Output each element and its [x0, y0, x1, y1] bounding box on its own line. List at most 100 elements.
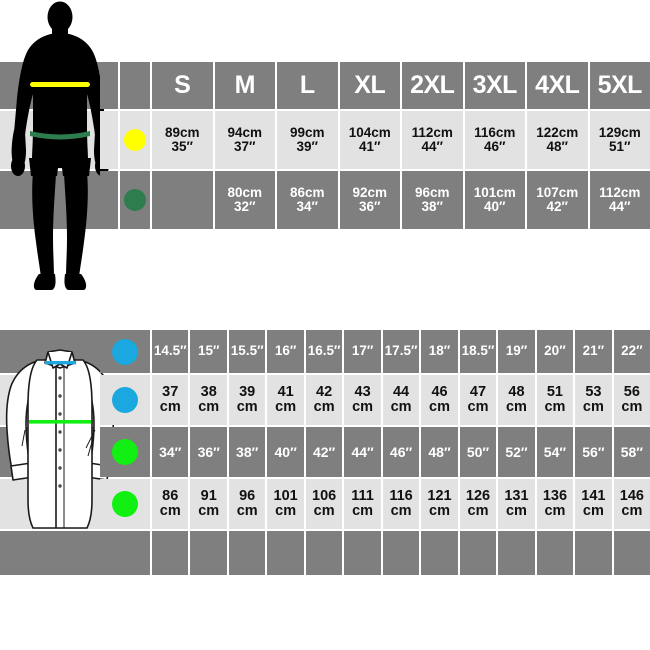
unit-label: cm [621, 503, 643, 519]
dot-cell-collar-header [100, 330, 150, 373]
dot-cell-empty [120, 62, 150, 109]
waist-cell-m: 80cm 32″ [214, 171, 275, 229]
chest-cm-13: 146 cm [613, 479, 650, 529]
size-header-5xl: 5XL [589, 62, 650, 109]
unit-label: cm [582, 503, 604, 519]
value: 86 [162, 487, 179, 504]
trailing-cell-2 [190, 531, 227, 575]
value-cm: 94cm [227, 124, 263, 140]
value-in: 40″ [484, 199, 506, 214]
size-header-2xl: 2XL [402, 62, 463, 109]
chest-cell-xl: 104cm 41″ [339, 111, 400, 169]
chest-cm-5: 106 cm [305, 479, 343, 529]
collar-in-7: 17.5″ [382, 330, 420, 373]
size-header-l: L [277, 62, 338, 109]
chest-cm-10: 131 cm [498, 479, 535, 529]
waist-cell-5xl: 112cm 44″ [589, 171, 650, 229]
value: 39 [239, 383, 256, 400]
collar-measure-line [45, 361, 76, 365]
collar-cm-10: 48 cm [498, 375, 535, 425]
trailing-cell-9 [459, 531, 497, 575]
trailing-cell-13 [613, 531, 650, 575]
value-cm: 86cm [289, 184, 325, 200]
waist-cell-2xl: 96cm 38″ [402, 171, 463, 229]
table-row-size-headers: S M L XL 2XL 3XL 4XL 5XL [100, 62, 650, 109]
unit-label: cm [467, 399, 489, 415]
value: 131 [504, 487, 529, 504]
table-row-chest-cm: 86 cm 91 cm 96 cm 101 cm 106 cm 111 cm [100, 479, 650, 529]
collar-in-8: 18″ [421, 330, 458, 373]
chest-in-6: 44″ [344, 427, 381, 477]
collar-in-2: 15″ [190, 330, 227, 373]
chest-in-11: 54″ [536, 427, 574, 477]
value-in: 35″ [171, 139, 193, 154]
value: 51 [546, 383, 563, 400]
value-in: 44″ [421, 139, 443, 154]
value: 126 [465, 487, 491, 504]
table-row-chest: 89cm 35″ 94cm 37″ 99cm 39″ 104cm 41″ 112… [100, 111, 650, 169]
value: 43 [354, 383, 371, 400]
value: 37 [162, 383, 179, 400]
unit-label: cm [275, 399, 297, 415]
unit-label: cm [198, 503, 220, 519]
collar-cm-4: 41 cm [267, 375, 304, 425]
unit-label: cm [544, 503, 566, 519]
value-cm: 104cm [348, 124, 391, 140]
value-cm: 96cm [414, 184, 450, 200]
unit-label: cm [390, 503, 412, 519]
collar-in-9: 18.5″ [459, 330, 497, 373]
value-cm: 112cm [599, 184, 641, 200]
collar-cm-7: 44 cm [382, 375, 420, 425]
collar-cm-8: 46 cm [421, 375, 458, 425]
chest-in-8: 48″ [421, 427, 458, 477]
male-body-silhouette [11, 1, 109, 290]
value: 121 [427, 487, 452, 504]
collar-cm-1: 37 cm [152, 375, 189, 425]
blue-dot-collar-header [112, 338, 138, 365]
chest-measure-line [30, 82, 90, 87]
value: 56 [623, 383, 640, 400]
unit-label: cm [390, 399, 412, 415]
chest-in-3: 38″ [228, 427, 266, 477]
collar-in-6: 17″ [344, 330, 381, 373]
value: 47 [469, 383, 487, 400]
spacer-cell [100, 111, 118, 169]
unit-label: cm [159, 503, 181, 519]
chest-cell-l: 99cm 39″ [277, 111, 338, 169]
unit-label: cm [352, 399, 374, 415]
value-in: 41″ [359, 139, 381, 154]
shirt-chest-measure-line [29, 420, 91, 424]
trailing-cell-5 [305, 531, 343, 575]
trailing-cell-11 [536, 531, 574, 575]
table-row-waist: 80cm 32″ 86cm 34″ 92cm 36″ 96cm 38″ 101c… [100, 171, 650, 229]
unit-label: cm [236, 503, 258, 519]
chest-cm-4: 101 cm [267, 479, 304, 529]
value: 111 [351, 487, 374, 504]
value-in: 36″ [359, 199, 381, 214]
value: 116 [389, 487, 413, 504]
chest-cm-8: 121 cm [421, 479, 458, 529]
collar-in-4: 16″ [267, 330, 304, 373]
collar-cm-9: 47 cm [459, 375, 497, 425]
collar-cm-5: 42 cm [305, 375, 343, 425]
dot-cell-chest-cm [100, 479, 150, 529]
value-in: 42″ [546, 199, 568, 214]
size-header-4xl: 4XL [527, 62, 588, 109]
value-cm: 99cm [289, 124, 325, 140]
unit-label: cm [275, 503, 297, 519]
dot-cell-waist [120, 171, 150, 229]
table-row-collar-cm: 37 cm 38 cm 39 cm 41 cm 42 cm 43 cm [100, 375, 650, 425]
collar-cm-11: 51 cm [536, 375, 574, 425]
value: 38 [200, 383, 217, 400]
chest-in-10: 52″ [498, 427, 535, 477]
collar-in-12: 21″ [575, 330, 612, 373]
value: 106 [312, 487, 337, 504]
dot-cell-collar-cm [100, 375, 150, 425]
size-header-xl: XL [339, 62, 400, 109]
trailing-cell-7 [382, 531, 420, 575]
waist-cell-s [152, 171, 213, 229]
shirt-collar-chest-table: 14.5″ 15″ 15.5″ 16″ 16.5″ 17″ 17.5″ 18″ … [100, 330, 650, 575]
chest-in-12: 56″ [575, 427, 612, 477]
value-in: 38″ [421, 199, 443, 214]
chest-in-13: 58″ [613, 427, 650, 477]
